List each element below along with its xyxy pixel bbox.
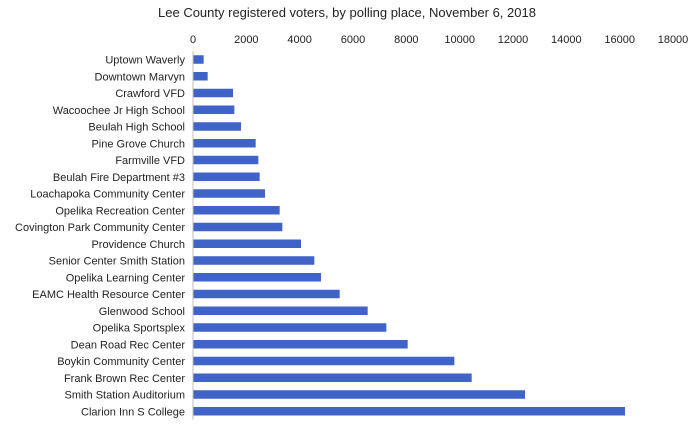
bar <box>193 72 208 81</box>
x-axis-ticks: 0 2000 4000 6000 8000 10000 12000 14000 16000 180… <box>190 34 688 46</box>
y-category-label: Glenwood School <box>99 306 185 318</box>
bar <box>193 122 241 131</box>
y-category-label: Beulah Fire Department #3 <box>53 172 185 184</box>
bar <box>193 390 525 399</box>
y-category-label: Downtown Marvyn <box>95 71 185 83</box>
bar <box>193 306 368 315</box>
bar <box>193 155 259 165</box>
y-category-label: Clarion Inn S College <box>81 406 185 418</box>
y-category-label: Opelika Sportsplex <box>93 323 186 335</box>
y-category-label: EAMC Health Resource Center <box>32 289 185 301</box>
bar <box>193 356 455 366</box>
y-category-label: Beulah High School <box>88 122 185 134</box>
bar <box>193 222 283 232</box>
bar <box>193 105 235 114</box>
y-axis-labels: Uptown Waverly Downtown Marvyn Crawford VF… <box>15 55 185 419</box>
bar <box>193 289 340 299</box>
y-category-label: Dean Road Rec Center <box>71 339 186 351</box>
bar <box>193 55 204 64</box>
y-category-label: Pine Grove Church <box>91 138 185 150</box>
bar <box>193 88 233 98</box>
y-category-label: Opelika Recreation Center <box>55 205 185 217</box>
x-tick-label: 12000 <box>498 34 529 46</box>
y-category-label: Farmville VFD <box>115 155 185 167</box>
y-category-label: Crawford VFD <box>115 88 185 100</box>
x-tick-label: 2000 <box>234 34 258 46</box>
y-category-label: Wacoochee Jr High School <box>53 105 185 117</box>
y-category-label: Smith Station Auditorium <box>65 390 185 402</box>
bar <box>193 323 387 332</box>
bar <box>193 172 260 181</box>
y-category-label: Senior Center Smith Station <box>49 256 185 268</box>
x-tick-label: 8000 <box>394 34 418 46</box>
x-tick-label: 0 <box>190 34 196 46</box>
x-tick-label: 18000 <box>658 34 689 46</box>
bar <box>193 206 280 215</box>
bar <box>193 373 472 382</box>
x-tick-label: 6000 <box>341 34 365 46</box>
bar <box>193 340 408 349</box>
bar <box>193 273 321 282</box>
bar <box>193 256 315 265</box>
x-tick-label: 4000 <box>287 34 311 46</box>
x-tick-label: 16000 <box>604 34 635 46</box>
y-category-label: Opelika Learning Center <box>66 272 186 284</box>
x-tick-label: 14000 <box>551 34 582 46</box>
chart-title: Lee County registered voters, by polling… <box>158 5 536 20</box>
y-category-label: Providence Church <box>91 239 185 251</box>
bar <box>193 407 625 416</box>
x-tick-label: 10000 <box>444 34 475 46</box>
bars <box>193 55 625 416</box>
y-category-label: Covington Park Community Center <box>15 222 185 234</box>
bar <box>193 239 301 248</box>
y-category-label: Uptown Waverly <box>105 55 185 67</box>
y-category-label: Boykin Community Center <box>57 356 185 368</box>
bar <box>193 189 265 198</box>
y-category-label: Loachapoka Community Center <box>30 189 185 201</box>
y-category-label: Frank Brown Rec Center <box>64 373 185 385</box>
bar <box>193 139 256 148</box>
